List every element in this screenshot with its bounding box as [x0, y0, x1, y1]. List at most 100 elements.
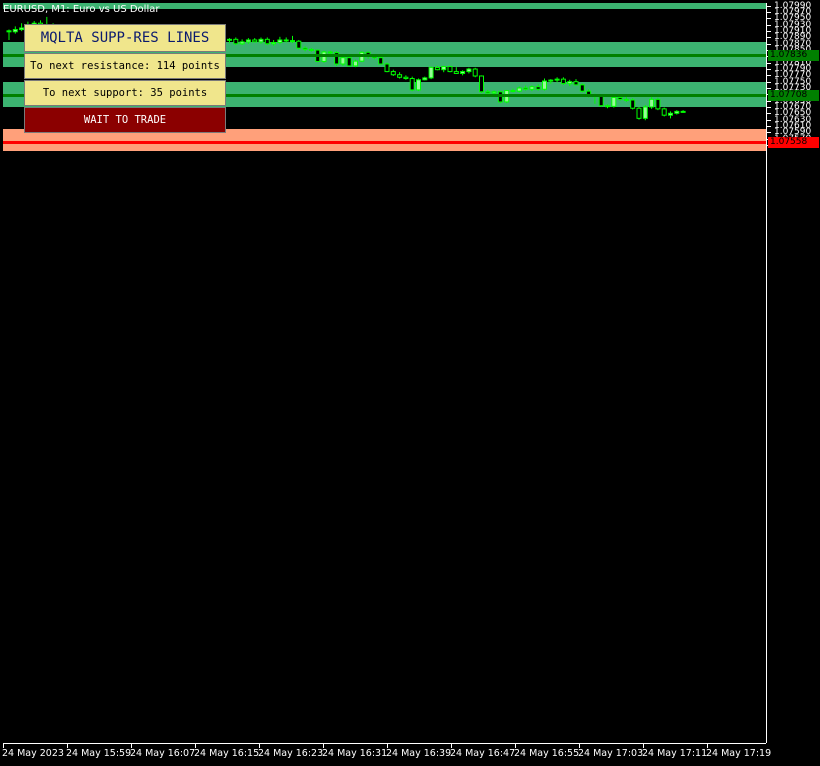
candle — [239, 39, 245, 46]
candle — [403, 75, 409, 80]
mqlta-panel: MQLTA SUPP-RES LINES To next resistance:… — [24, 24, 226, 133]
candle — [535, 84, 541, 91]
candle — [308, 48, 314, 52]
price-axis[interactable]: 1.07990 1.07970 1.07950 1.07930 1.07910 1.078… — [766, 1, 820, 743]
resistance-line[interactable] — [3, 53, 766, 57]
bull-candle-body — [258, 38, 264, 43]
candle — [611, 96, 617, 108]
time-label: 24 May 16:15 — [194, 748, 260, 759]
bull-candle-body — [460, 71, 466, 74]
candle — [409, 76, 415, 92]
candle — [6, 29, 12, 40]
price-tick — [767, 31, 771, 33]
price-marker: 1.07836 — [768, 49, 819, 61]
bear-candle-body — [233, 38, 239, 45]
time-label: 24 May 16:55 — [514, 748, 580, 759]
price-tick — [767, 119, 771, 121]
candle — [434, 65, 440, 71]
bear-candle-body — [384, 63, 390, 73]
bear-candle-body — [296, 40, 302, 49]
candle — [497, 91, 503, 104]
time-tick — [195, 744, 196, 748]
price-tick — [767, 125, 771, 127]
candle — [277, 36, 283, 45]
price-label: 1.07590 — [774, 127, 812, 138]
price-tick — [767, 24, 771, 26]
price-label: 1.07890 — [774, 32, 812, 43]
candle — [453, 67, 459, 74]
price-label: 1.07770 — [774, 70, 812, 81]
candle — [264, 37, 270, 46]
price-tick — [767, 12, 771, 14]
price-label: 1.07930 — [774, 19, 812, 30]
candle — [579, 83, 585, 93]
bear-candle-body — [403, 76, 409, 80]
bear-candle-body — [409, 78, 415, 91]
time-tick — [707, 744, 708, 748]
bear-candle-body — [617, 96, 623, 100]
time-axis[interactable]: 24 May 2023 24 May 15:59 24 May 16:07 24 Ma… — [2, 743, 771, 766]
time-tick — [259, 744, 260, 748]
price-tick — [767, 81, 771, 83]
bull-candle-body — [441, 66, 447, 71]
resistance-zone — [3, 3, 766, 9]
bull-candle-body — [353, 60, 358, 67]
price-label: 1.07970 — [774, 7, 812, 18]
candle — [422, 76, 428, 81]
bear-candle-body — [397, 74, 403, 78]
candle — [567, 79, 573, 87]
candle — [661, 107, 667, 117]
trade-status-button[interactable]: WAIT TO TRADE — [24, 107, 226, 133]
bear-candle-body — [6, 30, 12, 33]
bear-candle-body — [308, 48, 314, 51]
bear-candle-body — [630, 99, 636, 109]
bear-candle-body — [598, 95, 604, 107]
bull-candle-body — [542, 80, 547, 90]
bear-candle-body — [623, 98, 629, 101]
time-tick — [387, 744, 388, 748]
candle — [630, 98, 636, 110]
bull-candle-body — [422, 77, 428, 81]
candle — [636, 106, 642, 120]
candle — [283, 37, 289, 43]
price-label: 1.07950 — [774, 13, 812, 24]
support-line[interactable] — [3, 141, 766, 145]
next-resistance-text: To next resistance: 114 points — [24, 53, 226, 79]
candle — [649, 96, 655, 109]
bear-candle-body — [327, 51, 333, 54]
bull-candle-body — [529, 86, 535, 90]
price-label: 1.07730 — [774, 83, 812, 93]
candle — [296, 39, 302, 50]
bear-candle-body — [485, 91, 491, 94]
bear-candle-body — [434, 66, 440, 71]
price-tick — [767, 132, 771, 134]
resistance-line[interactable] — [3, 93, 766, 97]
candle — [302, 46, 308, 52]
bull-candle-body — [674, 110, 680, 114]
support-zone — [3, 129, 766, 152]
candle — [441, 65, 447, 73]
bear-candle-body — [346, 57, 352, 67]
bear-candle-body — [579, 84, 585, 92]
bear-candle-body — [264, 38, 270, 45]
bear-candle-body — [290, 40, 295, 43]
candle — [428, 66, 434, 80]
bear-candle-body — [479, 75, 484, 93]
bull-candle-body — [649, 98, 655, 108]
candle — [346, 56, 352, 67]
bear-candle-body — [390, 71, 396, 76]
candle — [485, 89, 491, 94]
price-label: 1.07870 — [774, 38, 812, 49]
time-tick — [3, 744, 4, 748]
candle — [560, 77, 566, 85]
price-label: 1.07810 — [774, 57, 812, 68]
bear-candle-body — [453, 71, 459, 74]
bear-candle-body — [680, 110, 686, 113]
candle — [466, 67, 472, 74]
bull-candle-body — [321, 51, 327, 62]
price-label: 1.07630 — [774, 114, 812, 125]
time-label: 24 May 17:19 — [706, 748, 772, 759]
price-marker: 1.07558 — [768, 137, 819, 149]
candle — [290, 35, 295, 44]
bull-candle-body — [12, 29, 18, 33]
